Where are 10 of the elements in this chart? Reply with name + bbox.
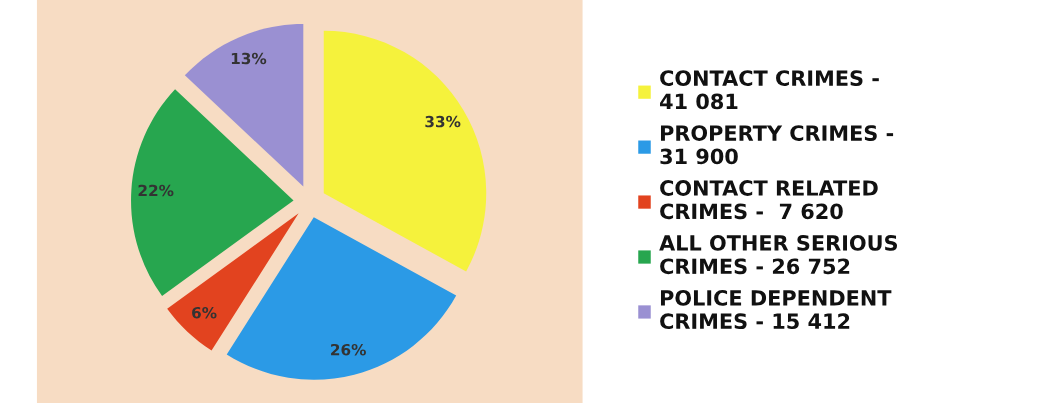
- data-label: 33%: [425, 115, 461, 128]
- data-label: 6%: [192, 306, 217, 319]
- data-label: 13%: [231, 52, 267, 65]
- legend-label: ALL OTHER SERIOUS CRIMES - 26 752: [659, 235, 898, 275]
- legend-label: CONTACT RELATED CRIMES - 7 620: [660, 180, 878, 220]
- data-label: 22%: [138, 184, 174, 197]
- legend-label: POLICE DEPENDENT CRIMES - 15 412: [660, 290, 892, 330]
- legend-label: CONTACT CRIMES - 41 081: [660, 70, 879, 110]
- data-label: 26%: [331, 343, 366, 356]
- legend-label: PROPERTY CRIMES - 31 900: [660, 125, 894, 165]
